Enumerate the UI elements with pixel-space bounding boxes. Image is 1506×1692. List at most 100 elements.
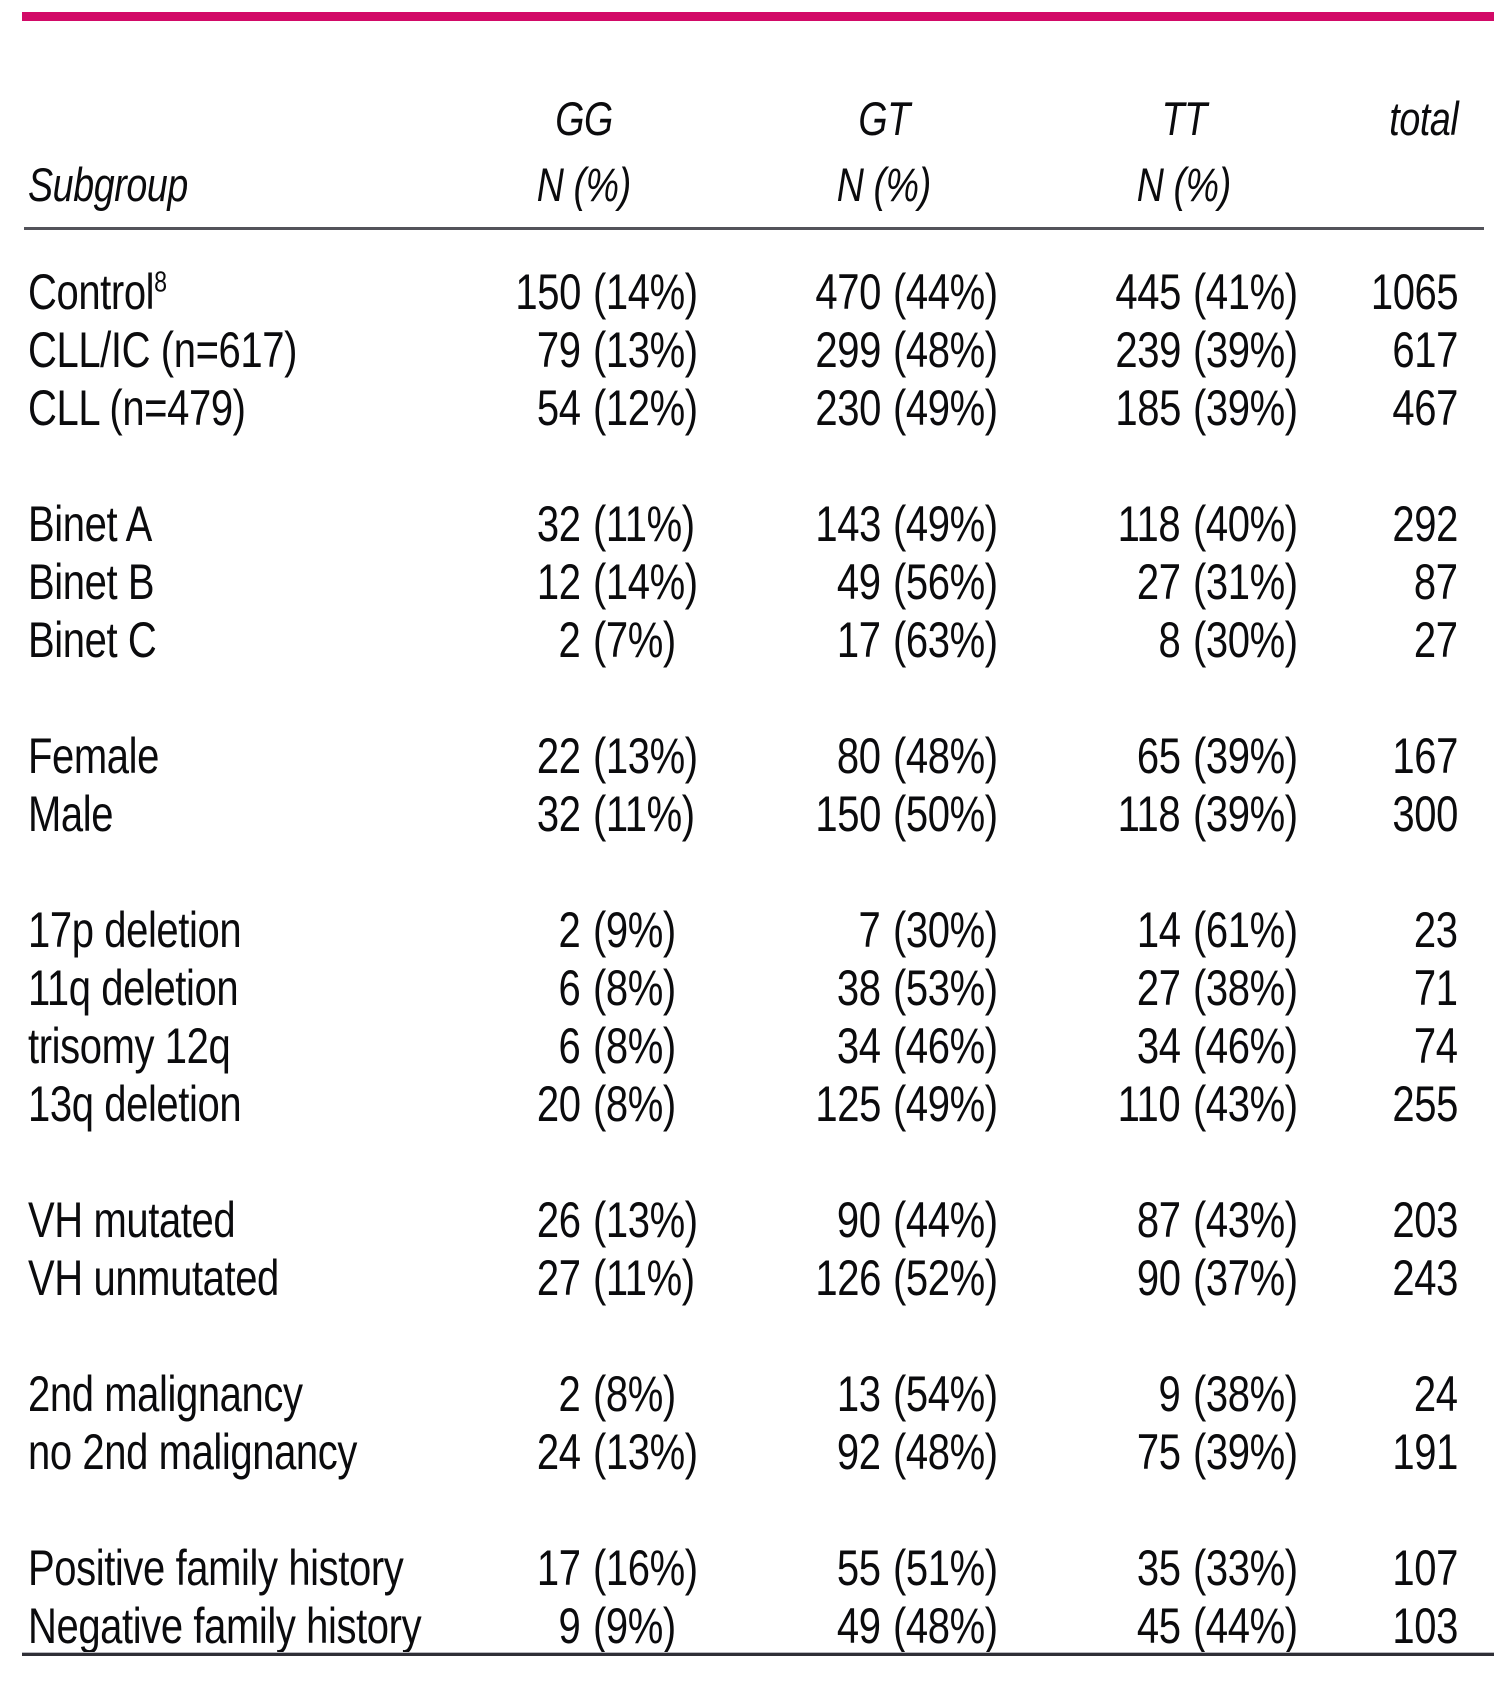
cell-gg-n: 24: [536, 1424, 581, 1480]
cell-gg: 12 (14%): [464, 553, 704, 611]
cell-gt-pct: (48%): [892, 322, 998, 378]
cell-gt-pct: (56%): [892, 554, 998, 610]
cell-gt-pct: (50%): [892, 786, 998, 842]
table-row: Female 22 (13%) 80 (48%) 65 (39%) 167: [24, 727, 1484, 785]
cell-gg-pct: (16%): [592, 1540, 698, 1596]
subgroup-label: Female: [28, 728, 159, 784]
cell-gt: 49 (48%): [704, 1597, 1064, 1655]
total-value: 255: [1392, 1076, 1458, 1132]
cell-tt-pct: (43%): [1192, 1076, 1298, 1132]
cell-gt: 49 (56%): [704, 553, 1064, 611]
cell-tt: 239 (39%): [1064, 321, 1304, 379]
cell-gg: 32 (11%): [464, 495, 704, 553]
cell-subgroup: Control8: [24, 263, 464, 321]
cell-gg: 79 (13%): [464, 321, 704, 379]
bottom-rule: [22, 1652, 1494, 1656]
cell-tt: 14 (61%): [1064, 901, 1304, 959]
cell-gg-n: 20: [536, 1076, 581, 1132]
cell-tt-n: 185: [1114, 380, 1181, 436]
cell-subgroup: VH mutated: [24, 1191, 464, 1249]
cell-tt: 8 (30%): [1064, 611, 1304, 669]
cell-gt-n: 150: [814, 786, 881, 842]
cell-gg-n: 12: [536, 554, 581, 610]
cell-tt-pct: (44%): [1192, 1598, 1298, 1654]
subgroup-label: 13q deletion: [28, 1076, 242, 1132]
cell-subgroup: Binet B: [24, 553, 464, 611]
cell-gg-n: 26: [536, 1192, 581, 1248]
cell-tt-pct: (31%): [1192, 554, 1298, 610]
cell-subgroup: Binet A: [24, 495, 464, 553]
cell-gt-pct: (49%): [892, 1076, 998, 1132]
cell-total: 74: [1304, 1017, 1484, 1075]
cell-gt: 470 (44%): [704, 263, 1064, 321]
cell-tt: 118 (39%): [1064, 785, 1304, 843]
cell-total: 24: [1304, 1365, 1484, 1423]
total-value: 87: [1414, 554, 1458, 610]
cell-tt-pct: (37%): [1192, 1250, 1298, 1306]
cell-gg: 9 (9%): [464, 1597, 704, 1655]
cell-tt-pct: (41%): [1192, 264, 1298, 320]
cell-gt: 92 (48%): [704, 1423, 1064, 1481]
cell-tt-pct: (38%): [1192, 960, 1298, 1016]
total-value: 203: [1392, 1192, 1458, 1248]
subgroup-label: 11q deletion: [28, 960, 239, 1016]
subgroup-label: Control8: [28, 264, 167, 320]
table-row: Male 32 (11%) 150 (50%) 118 (39%) 300: [24, 785, 1484, 843]
cell-gg: 2 (7%): [464, 611, 704, 669]
header-cell-gt: GT: [704, 21, 1064, 145]
cell-tt: 118 (40%): [1064, 495, 1304, 553]
cell-gt-pct: (53%): [892, 960, 998, 1016]
cell-gt-pct: (51%): [892, 1540, 998, 1596]
table-body: Control8 150 (14%) 470 (44%) 445 (41%) 1065 CLL/…: [24, 229, 1484, 1656]
table-row: VH unmutated 27 (11%) 126 (52%) 90 (37%) 243: [24, 1249, 1484, 1307]
cell-gg-n: 27: [536, 1250, 581, 1306]
cell-tt-n: 75: [1136, 1424, 1181, 1480]
cell-gg-pct: (8%): [592, 1366, 676, 1422]
cell-tt-n: 110: [1117, 1076, 1181, 1132]
cell-gg: 150 (14%): [464, 263, 704, 321]
cell-gt-pct: (30%): [892, 902, 998, 958]
cell-tt-pct: (33%): [1192, 1540, 1298, 1596]
table-row: Negative family history 9 (9%) 49 (48%) 45 (44…: [24, 1597, 1484, 1655]
cell-subgroup: 11q deletion: [24, 959, 464, 1017]
cell-gg-n: 6: [558, 1018, 581, 1074]
cell-gt-n: 13: [836, 1366, 881, 1422]
cell-tt: 9 (38%): [1064, 1365, 1304, 1423]
cell-gt-n: 92: [836, 1424, 881, 1480]
cell-tt-pct: (61%): [1192, 902, 1298, 958]
cell-gg-n: 9: [558, 1598, 581, 1654]
total-value: 467: [1392, 380, 1458, 436]
cell-gt-n: 80: [836, 728, 881, 784]
subgroup-label: Binet B: [28, 554, 155, 610]
header-cell-gg-npct: N (%): [464, 145, 704, 230]
cell-subgroup: CLL (n=479): [24, 379, 464, 437]
cell-tt-n: 9: [1158, 1366, 1181, 1422]
cell-tt: 87 (43%): [1064, 1191, 1304, 1249]
group-spacer: [24, 1481, 1484, 1539]
cell-gt-n: 38: [836, 960, 881, 1016]
cell-subgroup: Positive family history: [24, 1539, 464, 1597]
cell-gt-n: 299: [814, 322, 881, 378]
total-value: 191: [1392, 1424, 1458, 1480]
cell-gg-pct: (13%): [592, 1192, 698, 1248]
subgroup-label: 17p deletion: [28, 902, 242, 958]
cell-gt: 55 (51%): [704, 1539, 1064, 1597]
total-value: 243: [1392, 1250, 1458, 1306]
column-header-gg: GG: [555, 92, 613, 146]
cell-gg-pct: (14%): [592, 264, 698, 320]
cell-total: 71: [1304, 959, 1484, 1017]
table-header: GG GT TT total Subgroup N (%): [24, 21, 1484, 230]
cell-gt-n: 34: [836, 1018, 881, 1074]
cell-tt-n: 34: [1136, 1018, 1181, 1074]
cell-gt-n: 55: [836, 1540, 881, 1596]
cell-gt: 17 (63%): [704, 611, 1064, 669]
cell-subgroup: Negative family history: [24, 1597, 464, 1655]
cell-gt: 126 (52%): [704, 1249, 1064, 1307]
cell-total: 243: [1304, 1249, 1484, 1307]
subgroup-label: Male: [28, 786, 114, 842]
cell-tt-pct: (46%): [1192, 1018, 1298, 1074]
cell-tt-n: 118: [1117, 786, 1181, 842]
total-value: 1065: [1370, 264, 1459, 320]
cell-total: 300: [1304, 785, 1484, 843]
